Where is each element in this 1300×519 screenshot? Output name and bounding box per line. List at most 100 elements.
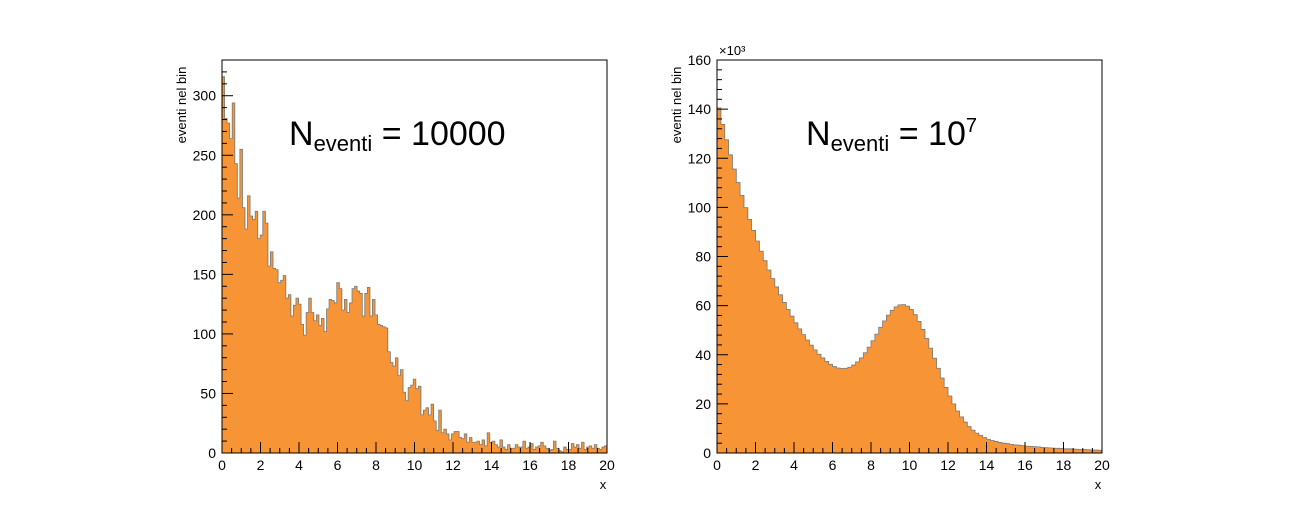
histogram-bar	[507, 444, 511, 453]
histogram-bar	[446, 433, 450, 453]
y-tick-label: 140	[688, 101, 712, 117]
histogram-bar	[840, 368, 845, 453]
histogram-bar	[441, 432, 445, 453]
histogram-bar	[936, 368, 941, 453]
histogram-bar	[390, 362, 394, 453]
histogram-bar	[344, 299, 348, 453]
histogram-bar	[1001, 443, 1007, 453]
histogram-bar	[563, 447, 567, 453]
histogram-bar	[786, 309, 791, 453]
y-tick-label: 100	[193, 326, 217, 342]
histogram-bar	[349, 302, 353, 453]
histogram-bar	[959, 416, 964, 453]
x-tick-label: 10	[407, 457, 423, 473]
x-tick-label: 14	[484, 457, 500, 473]
histogram-bar	[824, 361, 830, 453]
histogram-bar	[801, 334, 806, 453]
histogram-bar	[224, 118, 228, 453]
histogram-bar	[505, 449, 508, 453]
histogram-bar	[520, 447, 524, 453]
histogram-bar	[778, 294, 783, 453]
histogram-bar	[1075, 449, 1080, 453]
histogram-bar	[265, 223, 269, 453]
y-tick-label: 40	[695, 347, 711, 363]
y-tick-label: 250	[193, 147, 217, 163]
histogram-bar	[476, 441, 480, 453]
histogram-bar	[278, 282, 282, 453]
histogram-bar	[932, 358, 937, 453]
histogram-bar	[372, 299, 376, 453]
histogram-bar	[374, 314, 378, 453]
y-tick-label: 200	[193, 207, 217, 223]
histogram-bar	[1005, 443, 1010, 453]
histogram-bar	[318, 325, 322, 453]
histogram-bar	[794, 322, 799, 453]
histogram-bar	[464, 433, 468, 453]
histogram-bar	[566, 449, 570, 453]
histogram-bar	[732, 169, 737, 453]
histogram-bar	[316, 314, 320, 453]
histogram-bar	[1040, 447, 1045, 453]
histogram-bar	[252, 219, 256, 453]
histogram-bar	[405, 400, 409, 453]
histogram-bar	[851, 365, 856, 453]
histogram-bar	[293, 305, 297, 453]
x-tick-label: 20	[599, 457, 615, 473]
histogram-bar	[272, 268, 276, 453]
histogram-bar	[232, 102, 236, 454]
histogram-bar	[1055, 448, 1061, 453]
y-tick-label: 160	[688, 52, 712, 68]
histogram-bar	[844, 368, 849, 453]
histogram-bar	[479, 444, 483, 453]
histogram-bar	[431, 404, 435, 453]
histogram-bar	[990, 440, 995, 453]
x-tick-label: 18	[1056, 457, 1072, 473]
y-tick-label: 60	[695, 298, 711, 314]
x-tick-label: 2	[257, 457, 265, 473]
histogram-bar	[295, 298, 299, 453]
histogram-bar	[510, 448, 514, 453]
y-tick-label: 50	[200, 385, 216, 401]
y-multiplier: ×10³	[719, 43, 746, 58]
histogram-bar	[413, 379, 417, 453]
histogram-bar	[395, 357, 399, 453]
histogram-bar	[909, 309, 914, 453]
histogram-bar	[601, 447, 605, 453]
histogram-bar	[921, 329, 926, 453]
x-tick-label: 0	[218, 457, 226, 473]
histogram-bar	[436, 430, 440, 453]
histogram-bar	[1086, 449, 1091, 453]
histogram-bar	[740, 195, 745, 453]
y-tick-label: 120	[688, 150, 712, 166]
histogram-bar	[944, 387, 949, 453]
histogram-bar	[871, 340, 876, 453]
x-tick-label: 12	[940, 457, 956, 473]
histogram-bar	[1009, 444, 1014, 453]
histogram-bar	[797, 328, 803, 453]
histogram-bar	[790, 316, 795, 453]
histogram-bar	[497, 447, 501, 453]
histogram-bar	[461, 438, 465, 453]
histogram-bar	[874, 334, 880, 453]
y-tick-label: 80	[695, 249, 711, 265]
histogram-bar	[751, 230, 756, 453]
histogram-bar	[250, 216, 253, 453]
histogram-bar	[352, 288, 355, 453]
histogram-bar	[334, 302, 338, 453]
histogram-bar	[234, 163, 238, 454]
histogram-bar	[971, 430, 976, 453]
x-tick-label: 12	[445, 457, 461, 473]
histogram-bar	[855, 361, 860, 453]
histogram-bar	[832, 366, 837, 453]
histogram-bar	[589, 445, 593, 453]
histogram-bar	[270, 251, 274, 453]
histogram-bar	[331, 300, 335, 453]
histogram-bar	[527, 447, 531, 453]
histogram-bar	[522, 441, 526, 453]
histogram-bar	[323, 331, 327, 453]
histogram-bar	[1048, 447, 1053, 453]
x-tick-label: 4	[790, 457, 798, 473]
histogram-bar	[438, 410, 442, 453]
histogram-bar	[863, 352, 868, 453]
histogram-bar	[759, 251, 764, 453]
